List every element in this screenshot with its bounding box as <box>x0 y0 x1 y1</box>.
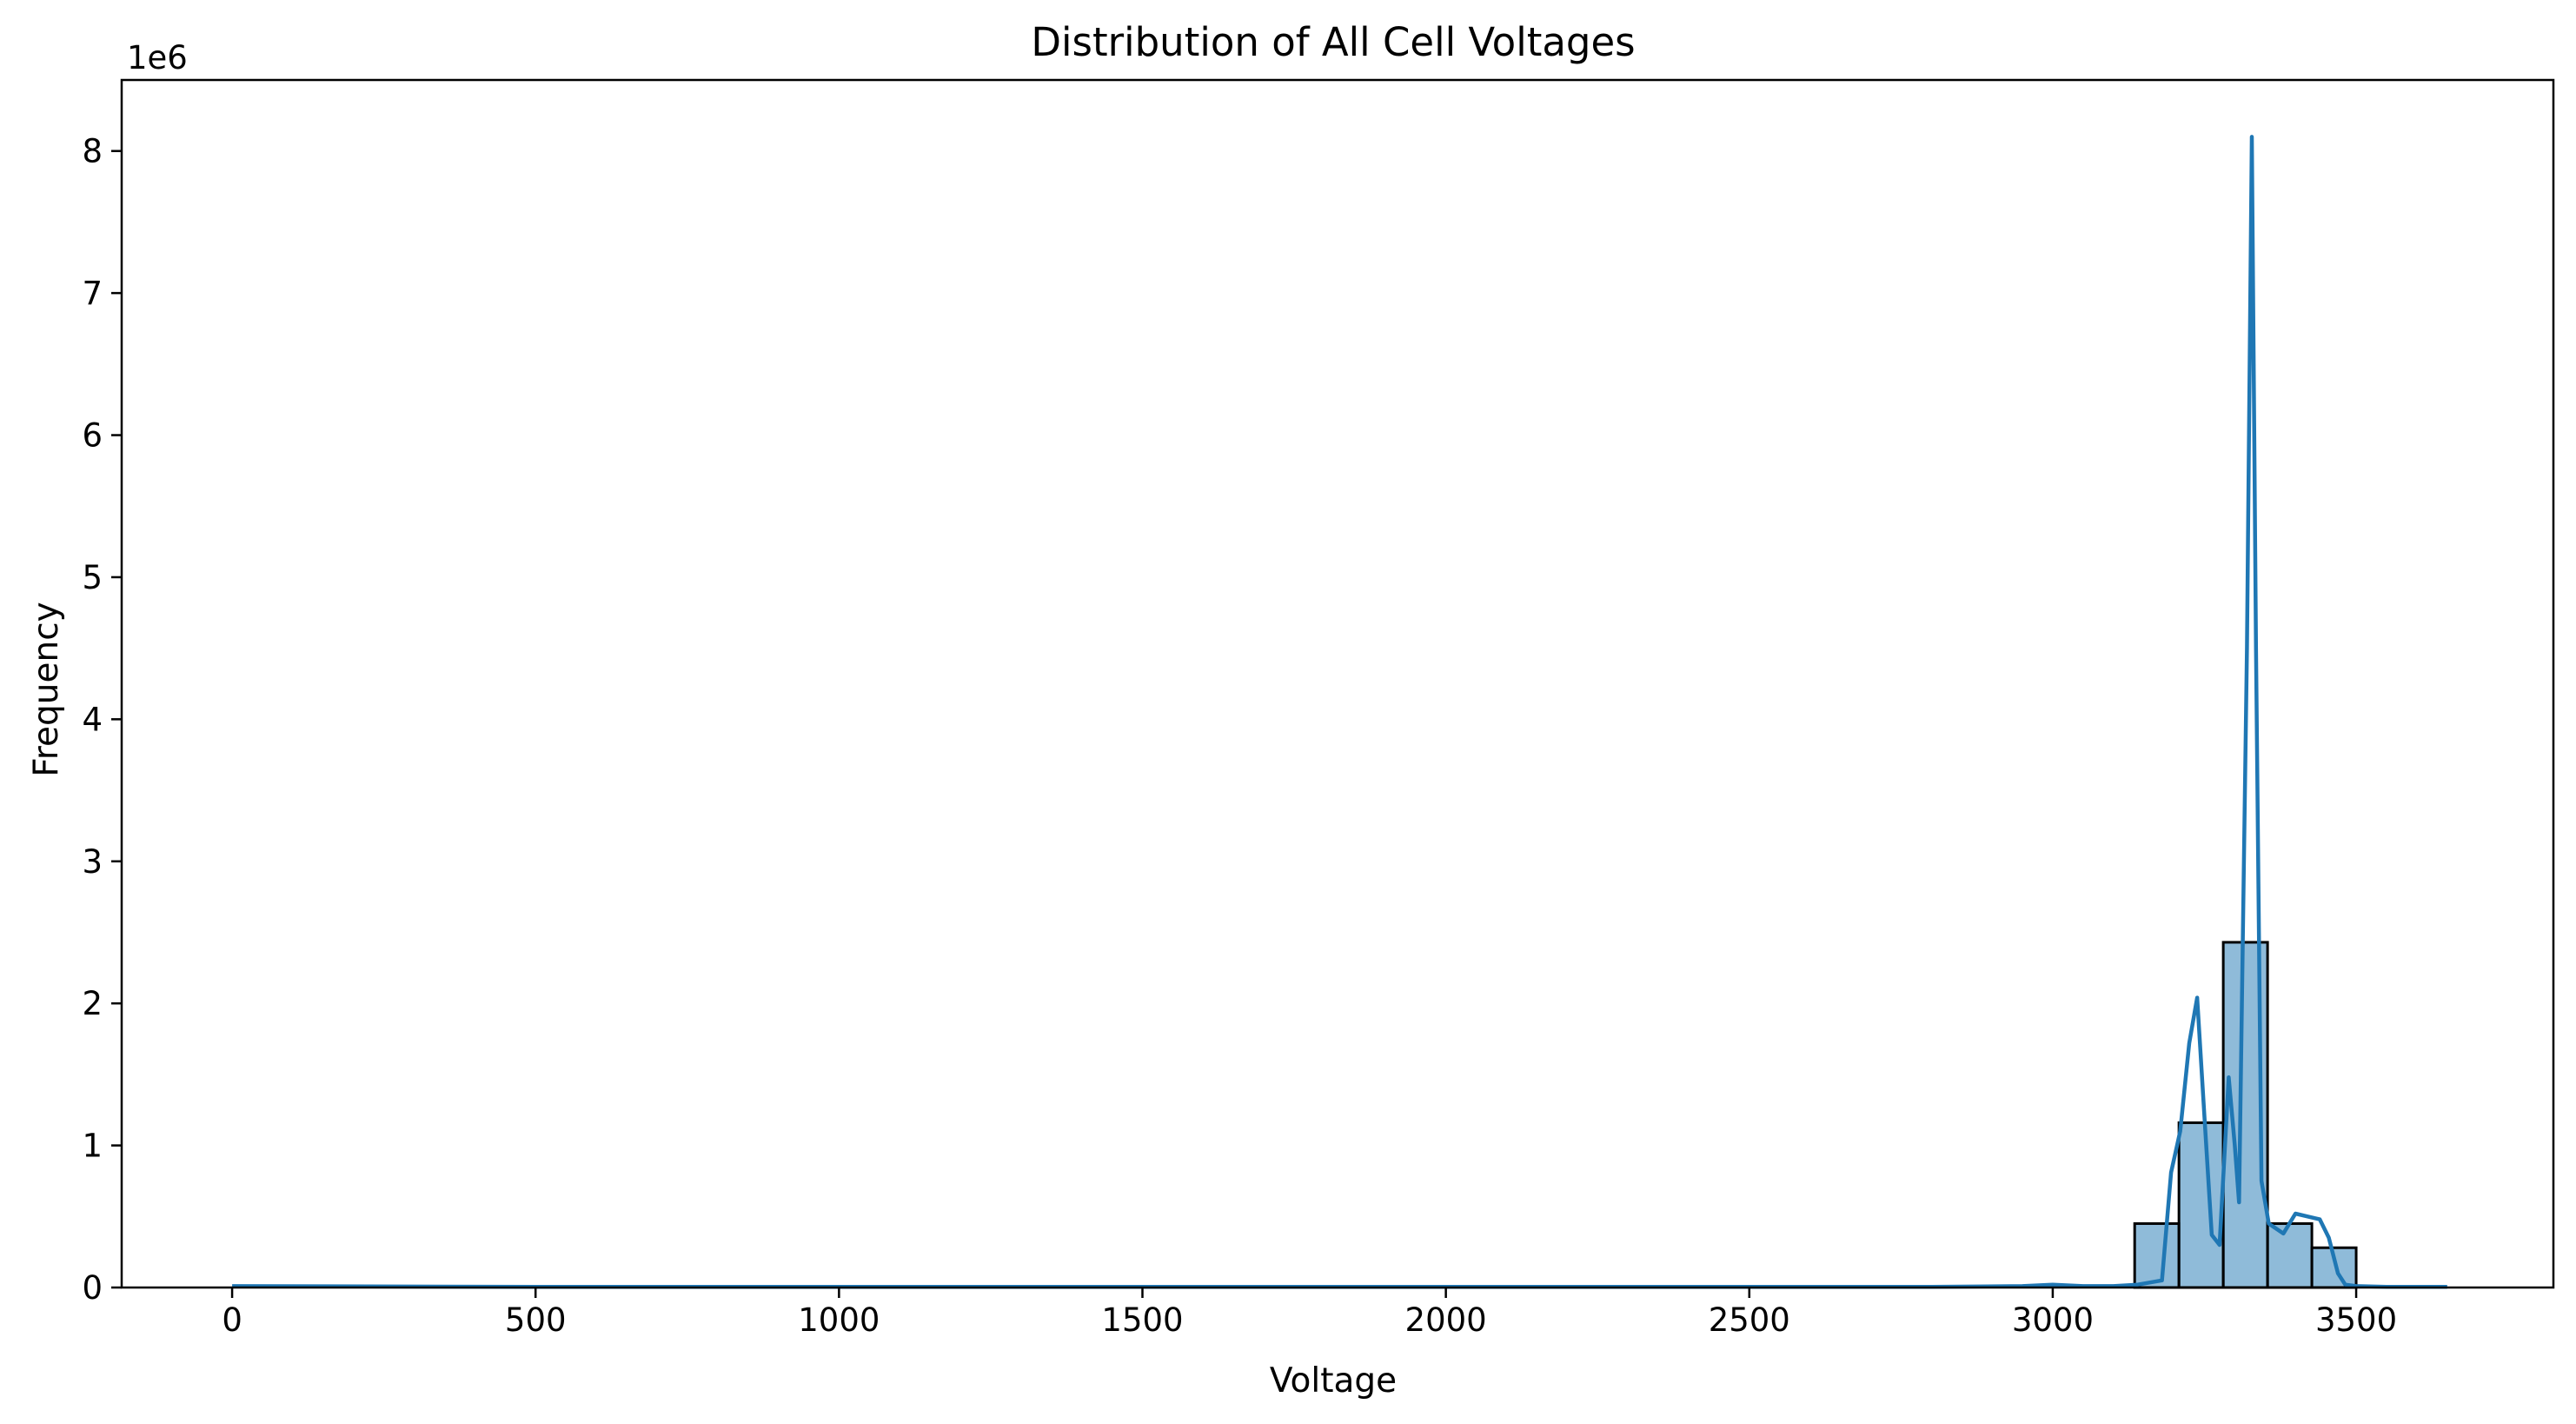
y-tick-label: 0 <box>82 1269 103 1307</box>
x-axis-ticks: 0 500 1000 1500 2000 2500 3000 3500 <box>222 1288 2397 1339</box>
x-axis-label: Voltage <box>1270 1361 1397 1401</box>
x-tick-label: 3500 <box>2315 1301 2397 1339</box>
plot-area-frame <box>120 78 2555 1289</box>
histogram-bar-1 <box>2177 1121 2225 1289</box>
y-axis-label: Frequency <box>27 602 66 776</box>
y-offset-label: 1e6 <box>127 39 188 77</box>
x-tick-label: 500 <box>505 1301 567 1339</box>
y-tick-label: 2 <box>82 985 103 1022</box>
y-tick-label: 1 <box>82 1128 103 1165</box>
x-tick-label: 1000 <box>798 1301 880 1339</box>
x-tick-label: 1500 <box>1101 1301 1183 1339</box>
y-tick-label: 7 <box>82 275 103 312</box>
y-tick-label: 8 <box>82 133 103 170</box>
x-tick-label: 2000 <box>1405 1301 1487 1339</box>
y-tick-label: 4 <box>82 701 103 738</box>
x-tick-label: 2500 <box>1709 1301 1790 1339</box>
histogram-bar-0 <box>2133 1221 2181 1289</box>
histogram-bars <box>2133 941 2358 1289</box>
x-tick-label: 0 <box>222 1301 242 1339</box>
kde-line <box>232 135 2447 1289</box>
y-tick-label: 6 <box>82 417 103 455</box>
kde-curve <box>232 135 2447 1289</box>
y-axis-ticks: 0 1 2 3 4 5 6 7 8 <box>82 133 122 1307</box>
histogram-bar-3 <box>2266 1221 2314 1289</box>
chart-title: Distribution of All Cell Voltages <box>1031 19 1635 65</box>
y-tick-label: 5 <box>82 559 103 596</box>
y-tick-label: 3 <box>82 843 103 881</box>
x-tick-label: 3000 <box>2012 1301 2094 1339</box>
